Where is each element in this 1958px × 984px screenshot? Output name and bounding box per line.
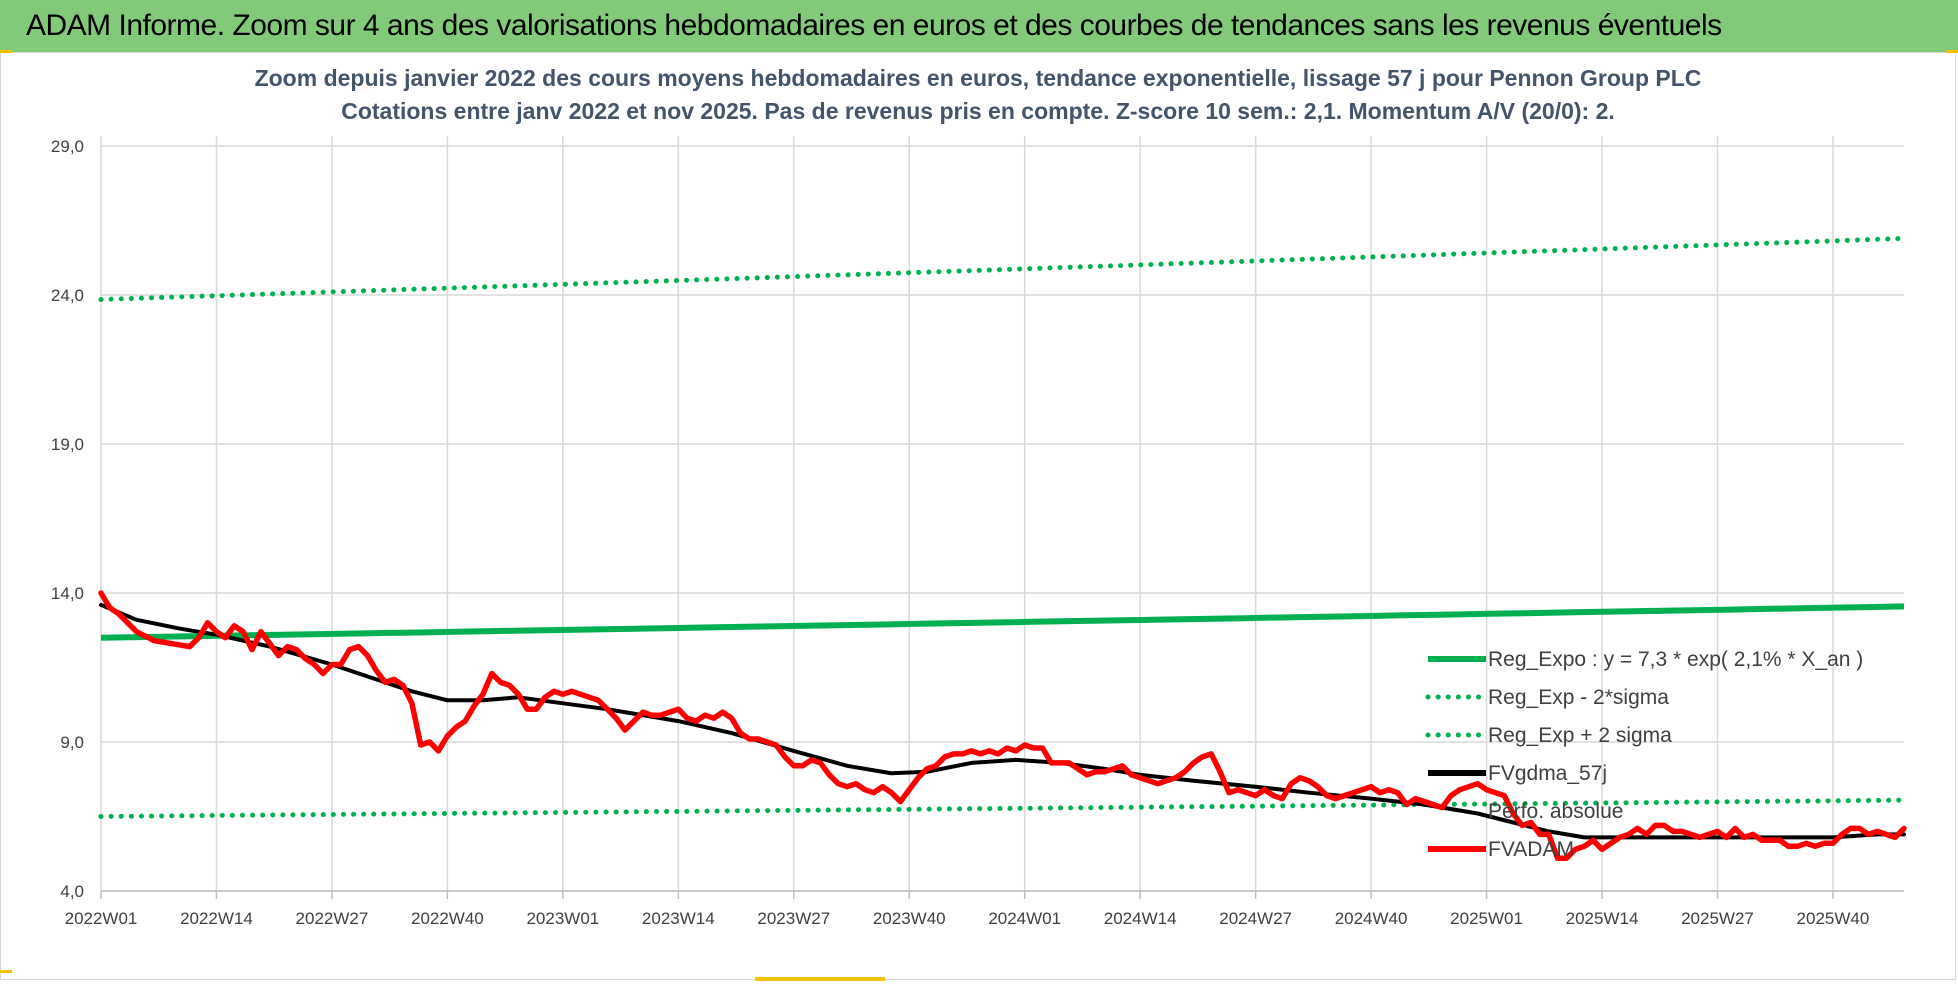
chart-title: Zoom depuis janvier 2022 des cours moyen… xyxy=(255,65,1702,91)
legend-label: Reg_Exp + 2 sigma xyxy=(1488,724,1672,747)
legend: Reg_Expo : y = 7,3 * exp( 2,1% * X_an ) R… xyxy=(1425,648,1863,861)
legend-label: Reg_Exp - 2*sigma xyxy=(1488,686,1669,709)
series-fvgdma-57j xyxy=(99,602,1906,840)
x-tick-label: 2024W01 xyxy=(988,909,1061,928)
x-tick-label: 2025W01 xyxy=(1450,909,1523,928)
corner-handle xyxy=(0,50,12,53)
x-tick-label: 2025W40 xyxy=(1797,909,1870,928)
x-tick-label: 2022W27 xyxy=(296,909,369,928)
x-tick-label: 2025W27 xyxy=(1681,909,1754,928)
y-tick-label: 29,0 xyxy=(51,137,84,156)
legend-label: Reg_Expo : y = 7,3 * exp( 2,1% * X_an ) xyxy=(1488,648,1863,671)
bottom-handle xyxy=(755,977,885,981)
series-reg-exp-plus-2sigma xyxy=(98,235,1907,302)
banner-title: ADAM Informe. Zoom sur 4 ans des valoris… xyxy=(26,9,1722,42)
y-tick-label: 14,0 xyxy=(51,584,84,603)
x-tick-label: 2023W14 xyxy=(642,909,715,928)
y-tick-label: 24,0 xyxy=(51,286,84,305)
series-layer xyxy=(98,235,1907,861)
x-tick-label: 2023W40 xyxy=(873,909,946,928)
x-tick-label: 2023W01 xyxy=(526,909,599,928)
series-fvadam xyxy=(98,590,1907,861)
chart-frame: 4,0 9,0 14,0 19,0 24,0 29,0 2022W01 2022W14 2022… xyxy=(0,52,1956,980)
x-tick-label: 2023W27 xyxy=(757,909,830,928)
axes: 4,0 9,0 14,0 19,0 24,0 29,0 2022W01 2022W14 2022… xyxy=(51,137,1904,928)
x-tick-label: 2022W01 xyxy=(65,909,138,928)
chart-subtitle: Cotations entre janv 2022 et nov 2025. P… xyxy=(341,98,1615,124)
legend-label: FVADAM xyxy=(1488,838,1574,861)
y-tick-label: 19,0 xyxy=(51,435,84,454)
y-tick-label: 4,0 xyxy=(60,882,84,901)
y-tick-label: 9,0 xyxy=(60,733,84,752)
grid xyxy=(100,136,1904,892)
x-tick-label: 2024W27 xyxy=(1219,909,1292,928)
series-reg-expo xyxy=(100,603,1905,641)
corner-handle xyxy=(1946,50,1958,53)
chart-svg: 4,0 9,0 14,0 19,0 24,0 29,0 2022W01 2022W14 2022… xyxy=(51,59,1907,928)
x-tick-label: 2022W14 xyxy=(180,909,253,928)
x-tick-label: 2024W40 xyxy=(1335,909,1408,928)
header-banner: ADAM Informe. Zoom sur 4 ans des valoris… xyxy=(0,0,1958,53)
series-reg-exp-minus-2sigma xyxy=(98,797,1907,819)
legend-label: FVgdma_57j xyxy=(1488,762,1607,785)
x-tick-label: 2022W40 xyxy=(411,909,484,928)
x-tick-label: 2025W14 xyxy=(1566,909,1639,928)
x-tick-label: 2024W14 xyxy=(1104,909,1177,928)
title-background xyxy=(291,59,1666,127)
corner-handle xyxy=(0,970,12,973)
legend-label: Perfo. absolue xyxy=(1488,800,1623,823)
